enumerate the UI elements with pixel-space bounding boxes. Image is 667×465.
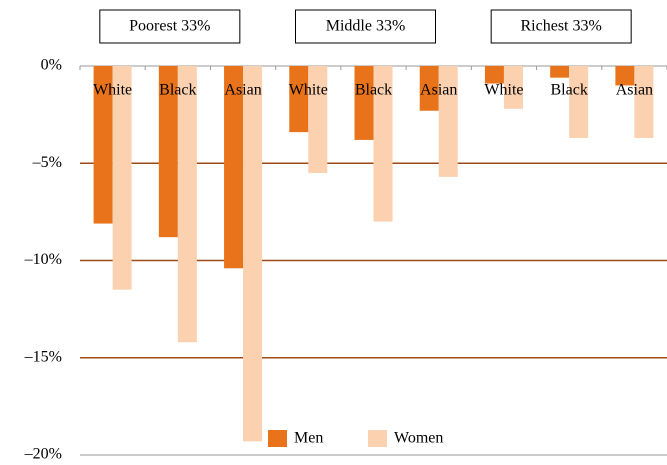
bar	[438, 66, 458, 177]
x-tick-label: Black	[355, 82, 392, 99]
bar	[503, 66, 523, 109]
x-tick-label: Black	[551, 82, 588, 99]
bar	[177, 66, 197, 343]
bar	[373, 66, 393, 222]
y-tick-label: –5%	[32, 154, 62, 171]
legend-swatch	[368, 430, 387, 447]
bar	[112, 66, 132, 290]
bar	[634, 66, 654, 138]
legend-label: Women	[394, 430, 443, 447]
bar	[93, 66, 113, 224]
x-tick-label: Asian	[420, 82, 457, 99]
bar	[569, 66, 589, 138]
x-tick-label: Asian	[224, 82, 261, 99]
group-label: Poorest 33%	[129, 18, 210, 35]
bar	[243, 66, 263, 442]
group-box	[490, 9, 632, 44]
y-tick-label: –10%	[24, 251, 62, 268]
group-box	[99, 9, 241, 44]
x-tick-label: Black	[159, 82, 196, 99]
y-tick-label: 0%	[41, 57, 62, 74]
x-tick-label: White	[93, 82, 132, 99]
bar	[419, 66, 439, 111]
x-tick-label: White	[484, 82, 523, 99]
bar	[308, 66, 328, 173]
bar	[354, 66, 374, 140]
x-tick-label: White	[289, 82, 328, 99]
legend-label: Men	[294, 430, 323, 447]
x-tick-label: Asian	[616, 82, 653, 99]
bar	[484, 66, 504, 84]
group-label: Middle 33%	[326, 18, 406, 35]
bar	[224, 66, 244, 269]
group-box	[295, 9, 436, 44]
bar	[615, 66, 635, 86]
bar	[550, 66, 570, 78]
y-tick-label: –20%	[24, 446, 62, 463]
bar	[158, 66, 178, 238]
group-label: Richest 33%	[521, 18, 602, 35]
legend-swatch	[268, 430, 287, 447]
bar	[289, 66, 309, 133]
y-tick-label: –15%	[24, 348, 62, 365]
